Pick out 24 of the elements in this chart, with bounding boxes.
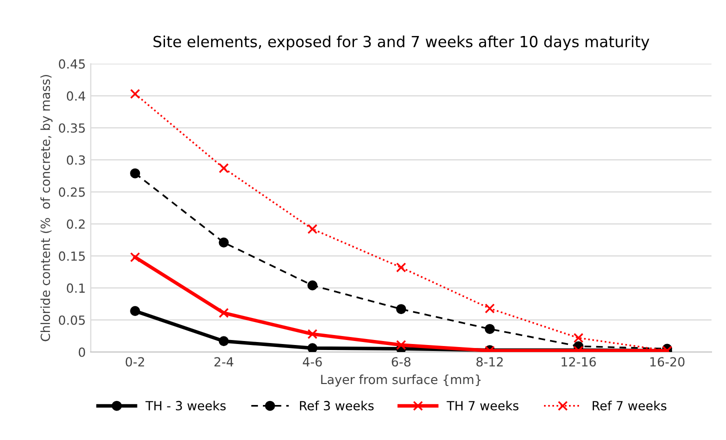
legend-label: TH - 3 weeks [145, 400, 226, 410]
y-tick-label: 0 [78, 347, 86, 357]
x-axis-title: Layer from surface {mm} [321, 374, 481, 387]
x-tick-label: 4-6 [302, 357, 322, 367]
y-axis-title: Chloride content (% of concrete, by mass) [40, 74, 52, 342]
y-tick-label: 0.05 [58, 315, 85, 325]
x-tick-label: 0-2 [126, 357, 144, 367]
y-tick-label: 0.2 [66, 219, 85, 229]
y-tick-label: 0.25 [58, 187, 85, 197]
y-tick-label: 0.3 [66, 155, 85, 165]
y-tick-label: 0.4 [66, 91, 86, 101]
x-tick-label: 2-4 [214, 357, 234, 366]
legend-label: Ref 3 weeks [300, 400, 374, 410]
y-tick-label: 0.1 [66, 283, 85, 293]
x-tick-label: 8-12 [476, 357, 503, 367]
y-tick-label: 0.45 [58, 59, 85, 69]
legend-label: Ref 7 weeks [592, 400, 666, 410]
chart-title: Site elements, exposed for 3 and 7 weeks after 10 days maturity [153, 36, 650, 50]
x-tick-label: 6-8 [392, 357, 410, 367]
x-tick-label: 12-16 [562, 357, 596, 367]
y-tick-label: 0.35 [58, 123, 85, 133]
legend-label: TH 7 weeks [446, 400, 518, 410]
x-tick-label: 16-20 [650, 357, 684, 367]
y-tick-label: 0.15 [58, 251, 85, 261]
